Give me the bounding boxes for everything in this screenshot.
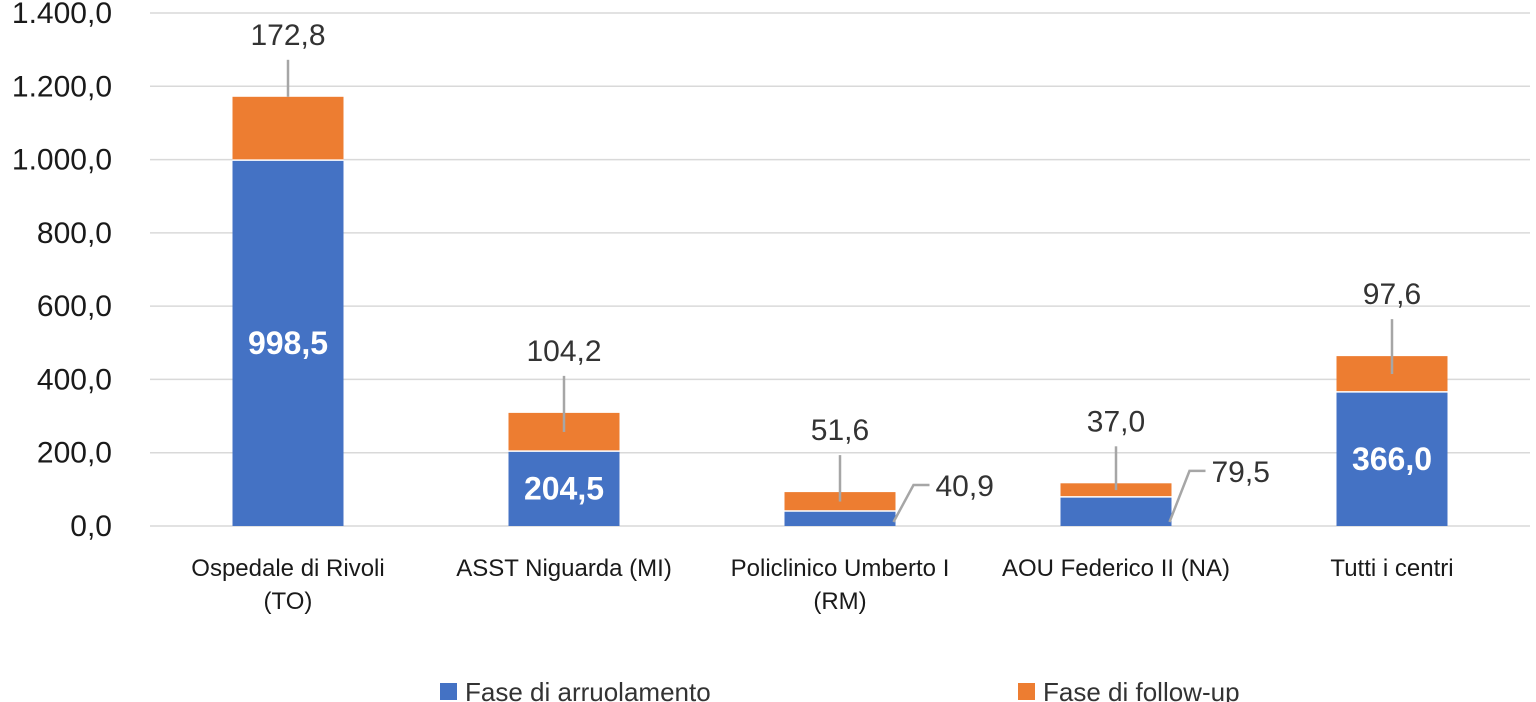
value-label-arruolamento: 998,5 <box>248 325 328 361</box>
bar-arruolamento <box>1060 496 1172 526</box>
legend-swatch <box>440 683 457 700</box>
y-tick-label: 800,0 <box>37 217 112 250</box>
value-label-follow-up: 172,8 <box>250 19 325 52</box>
legend-label: Fase di follow-up <box>1043 677 1240 702</box>
legend: Fase di arruolamento Fase di follow-up <box>440 677 1240 702</box>
category-label: (TO) <box>264 588 313 615</box>
y-tick-label: 1.400,0 <box>12 0 112 30</box>
value-label-arruolamento: 79,5 <box>1212 456 1270 489</box>
data-labels: 998,5 172,8 204,5 104,2 40,9 51,6 79,5 37,0 366,… <box>248 19 1432 507</box>
category-label: Ospedale di Rivoli <box>191 555 384 582</box>
y-tick-label: 0,0 <box>70 510 112 543</box>
value-label-follow-up: 104,2 <box>526 335 601 368</box>
leader-lines <box>286 59 1394 523</box>
category-label: ASST Niguarda (MI) <box>456 555 672 582</box>
y-tick-label: 600,0 <box>37 290 112 323</box>
value-label-arruolamento: 204,5 <box>524 471 604 507</box>
value-label-arruolamento: 40,9 <box>936 470 994 503</box>
category-label: AOU Federico II (NA) <box>1002 555 1230 582</box>
bar-arruolamento <box>508 451 620 526</box>
bar-arruolamento <box>232 160 344 526</box>
y-tick-label: 400,0 <box>37 363 112 396</box>
bars <box>232 96 1448 526</box>
value-label-follow-up: 97,6 <box>1363 278 1421 311</box>
bar-follow-up <box>232 96 344 161</box>
leader-line <box>892 483 930 523</box>
category-label: Tutti i centri <box>1330 555 1453 582</box>
bar-arruolamento <box>784 511 896 526</box>
y-tick-label: 200,0 <box>37 437 112 470</box>
legend-label: Fase di arruolamento <box>465 677 711 702</box>
bar-arruolamento <box>1336 391 1448 526</box>
y-tick-label: 1.000,0 <box>12 144 112 177</box>
y-tick-label: 1.200,0 <box>12 70 112 103</box>
legend-swatch <box>1018 683 1035 700</box>
category-label: Policlinico Umberto I <box>731 555 950 582</box>
y-axis-ticks: 0,0 200,0 400,0 600,0 800,0 1.000,0 1.200,0 1.4… <box>12 0 112 543</box>
gridlines <box>150 12 1530 527</box>
x-axis-category-labels: Ospedale di Rivoli (TO) ASST Niguarda (MI)… <box>191 555 1453 615</box>
value-label-follow-up: 37,0 <box>1087 405 1145 438</box>
value-label-arruolamento: 366,0 <box>1352 441 1432 477</box>
leader-line <box>1168 469 1206 523</box>
category-label: (RM) <box>813 588 866 615</box>
value-label-follow-up: 51,6 <box>811 414 869 447</box>
